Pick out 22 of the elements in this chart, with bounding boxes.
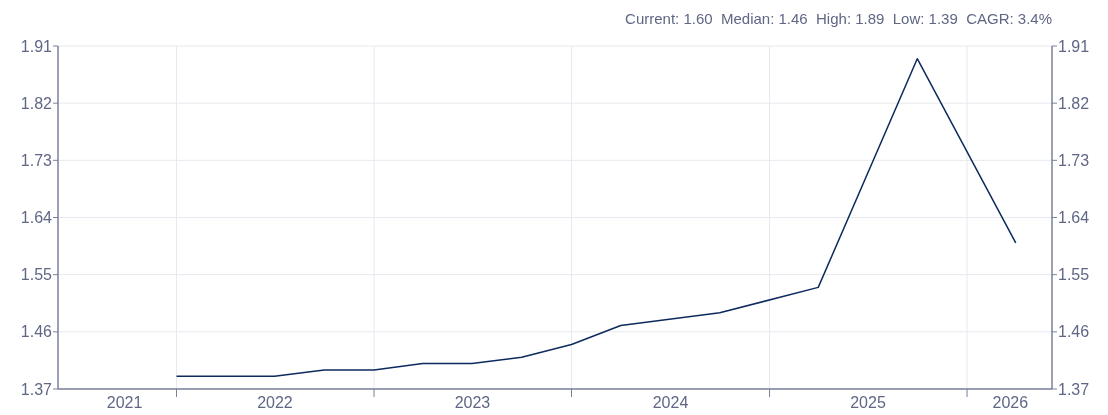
y-tick-label: 1.46 [20, 323, 53, 341]
y-tick-label: 1.91 [20, 37, 53, 55]
line-series [175, 57, 1017, 378]
x-tick-label: 2026 [992, 394, 1029, 411]
y-tick-label: 1.82 [20, 94, 53, 112]
x-tick-label: 2023 [454, 394, 491, 411]
y2-tick-label: 1.82 [1058, 94, 1090, 112]
y2-tick-label: 1.55 [1058, 266, 1090, 284]
y2-tick-label: 1.37 [1058, 380, 1090, 398]
y2-tick-label: 1.46 [1058, 323, 1090, 341]
x-tick-label: 2024 [652, 394, 689, 411]
y-tick-label: 1.64 [20, 209, 53, 227]
text: Current: 1.60 Median: 1.46 High: 1.89 Low: 1.39 CAGR: 3.4% [625, 10, 1052, 27]
y2-tick-label: 1.64 [1058, 209, 1090, 227]
y-tick-label: 1.37 [20, 380, 53, 398]
x-tick-label: 2025 [850, 394, 886, 411]
y2-tick-label: 1.91 [1058, 37, 1090, 55]
x-tick-label: 2021 [106, 394, 143, 411]
x-tick-label: 2022 [257, 394, 293, 411]
y-tick-label: 1.73 [20, 151, 53, 169]
y2-tick-label: 1.73 [1058, 151, 1090, 169]
y-tick-label: 1.55 [20, 266, 53, 284]
